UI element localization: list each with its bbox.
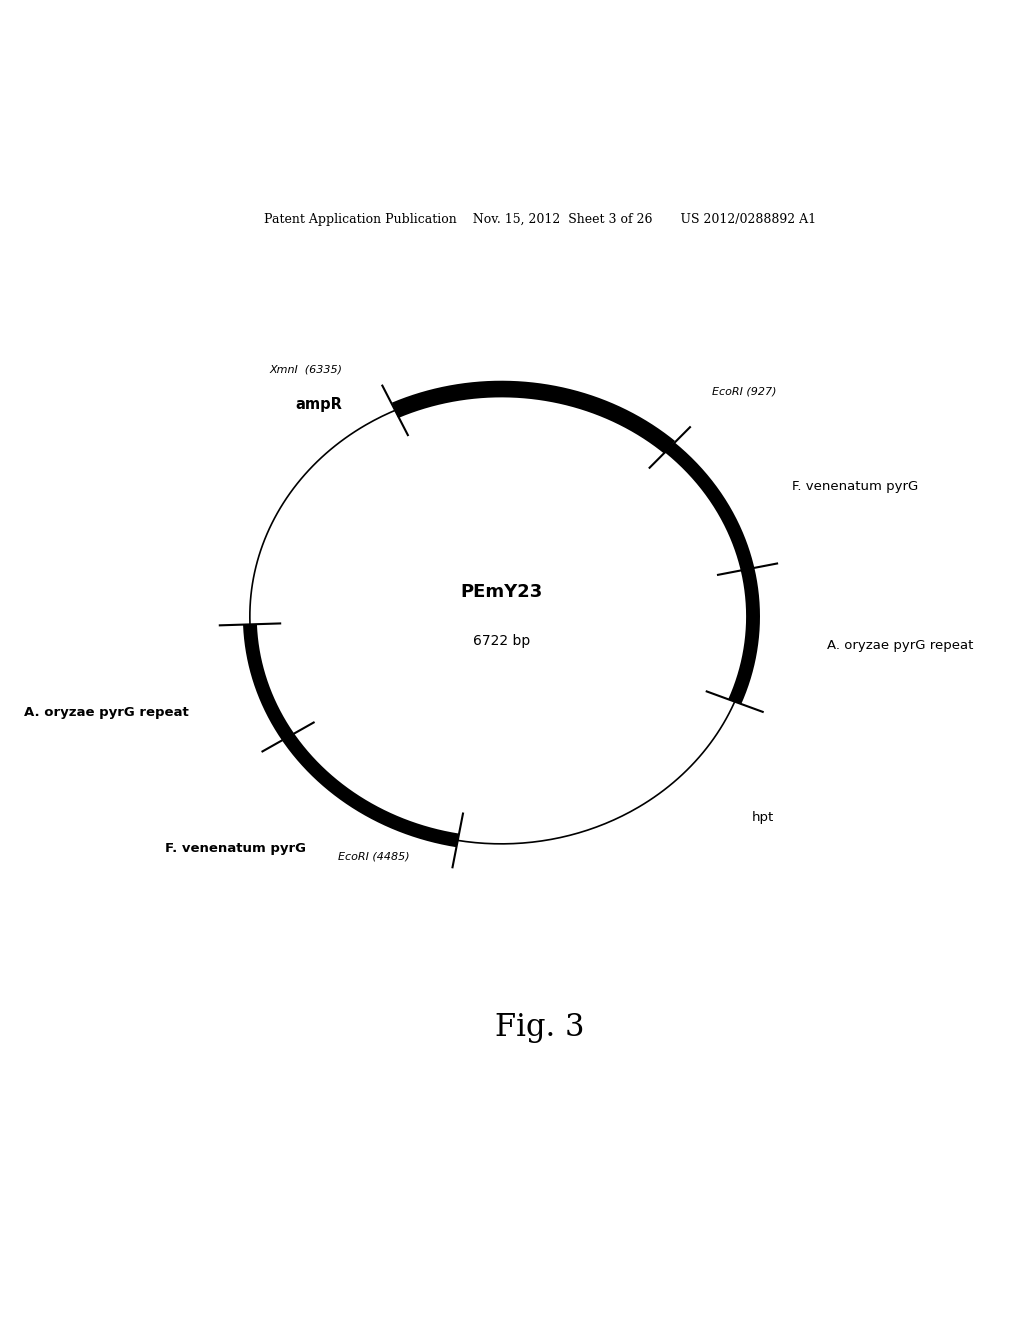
Text: F. venenatum pyrG: F. venenatum pyrG (165, 842, 306, 855)
Text: hpt: hpt (752, 812, 774, 824)
Text: PEmY23: PEmY23 (461, 583, 543, 602)
Text: 6722 bp: 6722 bp (473, 634, 530, 648)
Text: EcoRI (927): EcoRI (927) (712, 387, 776, 396)
Text: Patent Application Publication    Nov. 15, 2012  Sheet 3 of 26       US 2012/028: Patent Application Publication Nov. 15, … (264, 214, 816, 226)
Text: F. venenatum pyrG: F. venenatum pyrG (792, 479, 919, 492)
Text: A. oryzae pyrG repeat: A. oryzae pyrG repeat (826, 639, 973, 652)
Text: EcoRI (4485): EcoRI (4485) (339, 851, 410, 861)
Text: XmnI  (6335): XmnI (6335) (269, 364, 343, 375)
Text: Fig. 3: Fig. 3 (496, 1012, 585, 1043)
Text: ampR: ampR (296, 397, 343, 412)
Text: A. oryzae pyrG repeat: A. oryzae pyrG repeat (24, 706, 188, 718)
